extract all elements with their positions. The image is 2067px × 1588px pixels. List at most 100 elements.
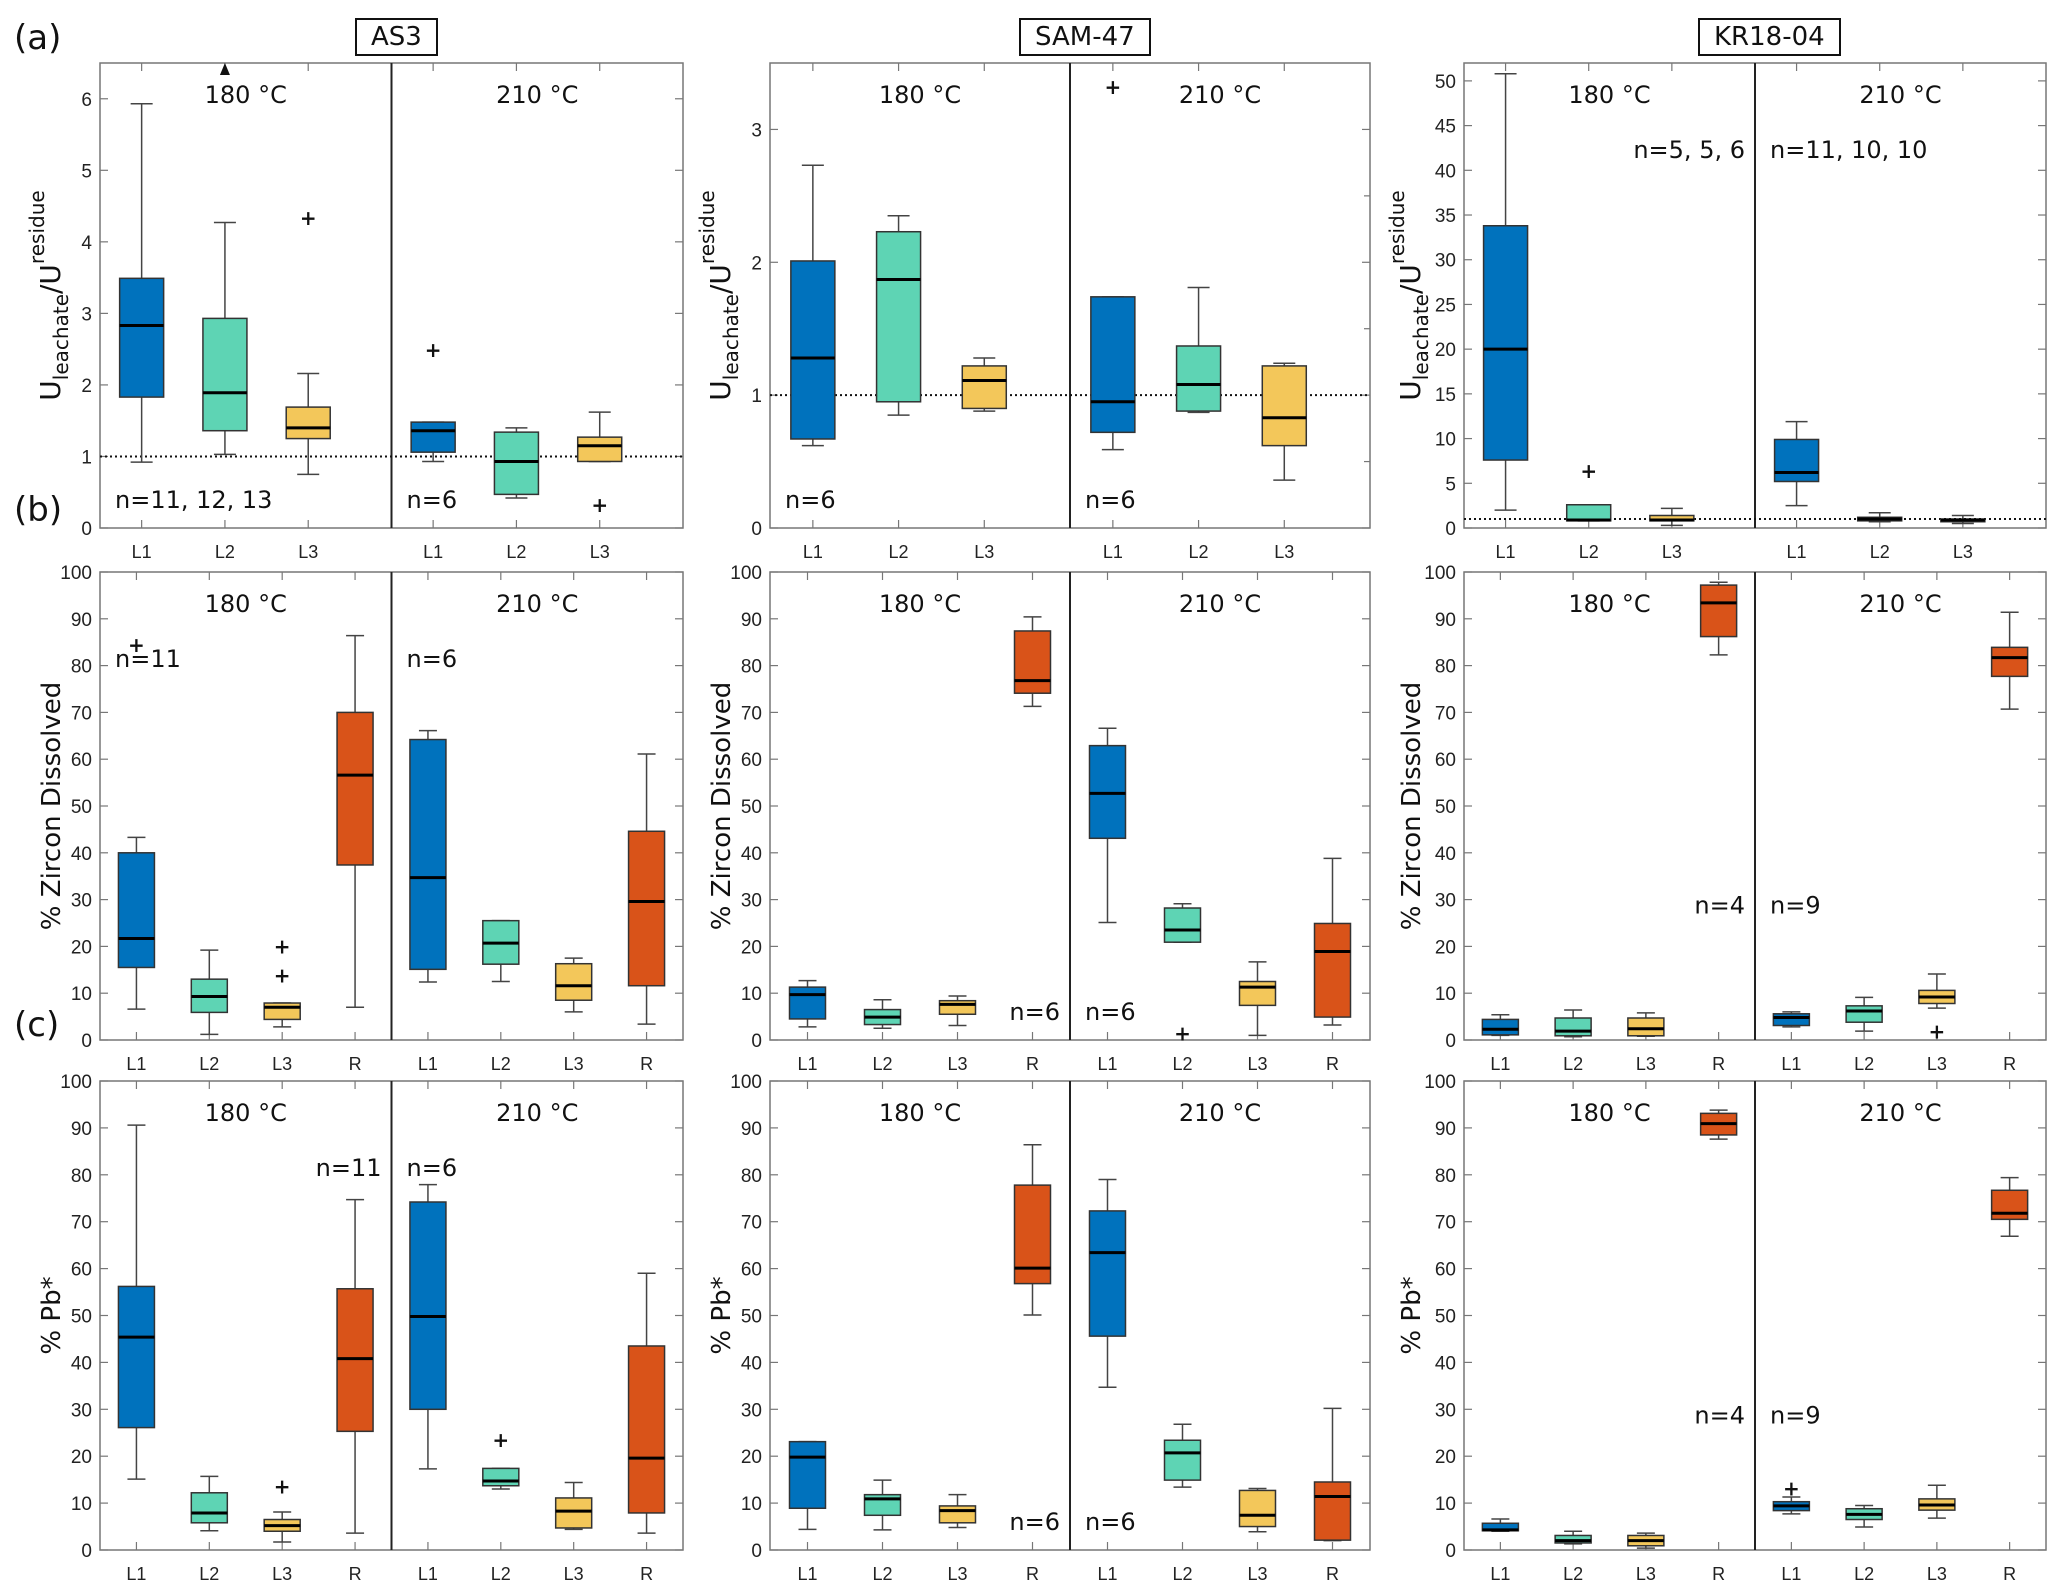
x-tick-label: L1 [1496, 542, 1516, 562]
y-tick-label: 70 [741, 1213, 762, 1234]
y-tick-label: 3 [81, 304, 92, 325]
x-tick-label: L3 [272, 1564, 292, 1584]
box-l3 [576, 436, 623, 463]
y-tick-label: 90 [1435, 610, 1456, 631]
x-tick-label: R [349, 1564, 362, 1584]
box-l1 [117, 1285, 156, 1429]
panel-a-as3: 0 1 2 3 4 5 6 Uleachate/Uresidue 180 °C n=11, 12,… [25, 62, 684, 562]
y-axis-label-part: /U [704, 264, 737, 294]
y-tick-label: 3 [751, 120, 762, 141]
y-axis-label: Uleachate/Uresidue [1385, 190, 1433, 400]
y-tick-label: 90 [1435, 1119, 1456, 1140]
box-l1 [788, 986, 827, 1020]
sample-count-label: n=11 [316, 1154, 382, 1182]
y-tick-label: 100 [1424, 1072, 1456, 1093]
x-tick-label: L3 [1636, 1564, 1656, 1584]
x-tick-label: L3 [947, 1054, 967, 1074]
x-tick-label: L1 [797, 1054, 817, 1074]
box-r [1699, 584, 1738, 638]
box-l2 [1845, 1005, 1883, 1023]
y-tick-label: 40 [71, 1353, 92, 1374]
x-tick-label: L2 [491, 1564, 511, 1584]
y-tick-label: 0 [1445, 519, 1456, 540]
sample-count-label: n=6 [1085, 486, 1136, 514]
x-tick-label: L2 [1579, 542, 1599, 562]
sample-count-label: n=6 [1085, 1508, 1136, 1536]
x-tick-label: L2 [1172, 1054, 1192, 1074]
y-axis-label: Uleachate/Uresidue [695, 190, 743, 400]
y-tick-label: 30 [741, 891, 762, 912]
temperature-label: 180 °C [879, 590, 961, 618]
y-tick-label: 70 [71, 1213, 92, 1234]
y-axis-label-part: leachate [49, 294, 73, 380]
sample-count-label: n=11 [115, 645, 181, 673]
box-l2 [1163, 1439, 1202, 1481]
box-l2 [1565, 504, 1612, 522]
sample-label-as3: AS3 [355, 18, 438, 56]
y-tick-label: 60 [71, 750, 92, 771]
y-tick-label: 45 [1435, 117, 1456, 138]
y-axis-label-part: U [1394, 380, 1427, 401]
box-r [1313, 922, 1352, 1018]
y-tick-label: 35 [1435, 206, 1456, 227]
y-tick-label: 100 [60, 1072, 92, 1093]
sample-count-label: n=6 [785, 486, 836, 514]
box-l1 [788, 1440, 827, 1510]
x-tick-label: L1 [797, 1564, 817, 1584]
temperature-label: 180 °C [205, 81, 287, 109]
y-tick-label: 70 [1435, 703, 1456, 724]
x-tick-label: L3 [1636, 1054, 1656, 1074]
box-r [336, 711, 374, 866]
x-tick-label: L2 [1172, 1564, 1192, 1584]
box-r [1990, 1189, 2029, 1221]
box-l3 [263, 1002, 301, 1021]
y-axis-label: % Pb* [707, 1276, 737, 1354]
y-tick-label: 5 [1445, 474, 1456, 495]
temperature-label: 180 °C [879, 1099, 961, 1127]
box-l2 [1175, 345, 1222, 412]
x-tick-label: L2 [889, 542, 909, 562]
x-tick-label: L1 [1103, 542, 1123, 562]
x-tick-label: R [349, 1054, 362, 1074]
y-tick-label: 2 [751, 253, 762, 274]
x-tick-label: L3 [1662, 542, 1682, 562]
y-tick-label: 70 [741, 703, 762, 724]
box-l1 [1088, 1210, 1127, 1337]
x-tick-label: L2 [199, 1564, 219, 1584]
box-r [627, 1345, 666, 1514]
box-l2 [190, 1492, 229, 1524]
y-tick-label: 30 [1435, 251, 1456, 272]
sample-count-label: n=6 [1009, 998, 1060, 1026]
panel-b-kr18-04: 0 10 20 30 40 50 60 70 80 90 100 % Zircon Dissolved… [1397, 563, 2047, 1074]
x-tick-label: R [1026, 1564, 1039, 1584]
temperature-label: 210 °C [1179, 590, 1261, 618]
x-tick-label: L1 [423, 542, 443, 562]
x-tick-label: L1 [1781, 1564, 1801, 1584]
y-tick-label: 10 [71, 984, 92, 1005]
y-tick-label: 50 [1435, 72, 1456, 93]
outlier-marker: + [1580, 459, 1597, 483]
x-tick-label: L3 [564, 1054, 584, 1074]
y-tick-label: 0 [81, 519, 92, 540]
box-l3 [1238, 980, 1277, 1007]
x-tick-label: L2 [1854, 1054, 1874, 1074]
y-axis-label: % Zircon Dissolved [37, 682, 67, 930]
y-tick-label: 6 [81, 90, 92, 111]
x-tick-label: R [2003, 1564, 2016, 1584]
y-tick-label: 50 [1435, 1307, 1456, 1328]
y-tick-label: 0 [1445, 1031, 1456, 1052]
box-l3 [554, 962, 593, 1001]
panel-a-kr18-04: 0 5 10 15 20 25 30 35 40 45 50 Uleachate/Uresidue 18… [1385, 62, 2047, 562]
box-l1 [1772, 1013, 1811, 1027]
box-l1 [1481, 1018, 1520, 1036]
outlier-marker: + [1174, 1021, 1191, 1045]
temperature-label: 210 °C [1859, 81, 1941, 109]
box-l2 [1163, 907, 1202, 943]
box-r [1013, 630, 1052, 694]
box-l1 [409, 1201, 447, 1411]
y-axis-label-part: leachate [719, 294, 743, 380]
y-axis-label-part: residue [695, 190, 719, 264]
outlier-marker: + [128, 633, 145, 657]
y-tick-label: 50 [71, 1307, 92, 1328]
box-r [627, 830, 666, 987]
